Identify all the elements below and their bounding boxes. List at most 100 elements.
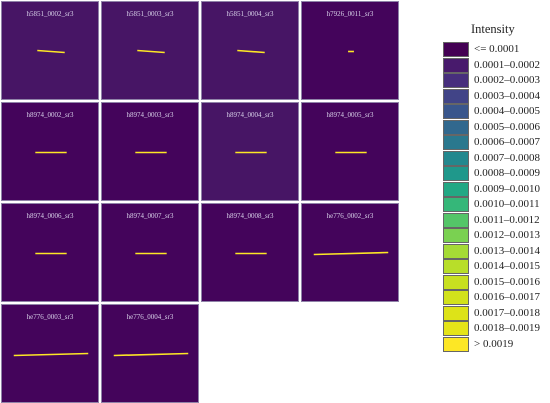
legend-entry: 0.0005–0.0006: [443, 119, 550, 135]
legend-entry: 0.0016–0.0017: [443, 290, 550, 305]
heatmap-panel-h5851-0002-sr3: h5851_0002_sr3: [1, 1, 99, 100]
legend-entry: 0.0018–0.0019: [443, 321, 550, 336]
panel-plot: [135, 252, 167, 255]
legend-swatch: [443, 119, 469, 135]
legend-label: > 0.0019: [474, 337, 514, 350]
panel-plot: [135, 151, 167, 154]
legend-swatch: [443, 305, 469, 321]
legend-label: 0.0016–0.0017: [474, 291, 540, 303]
legend-swatch: [443, 228, 469, 243]
legend-swatch: [443, 212, 469, 228]
legend-swatch: [443, 57, 469, 73]
panel-label: h8974_0004_sr3: [226, 111, 274, 119]
panel-plot: [235, 151, 267, 154]
heatmap-panel-he776-0003-sr3: he776_0003_sr3: [1, 304, 99, 403]
legend-label: 0.0014–0.0015: [474, 260, 540, 272]
legend-swatch: [443, 150, 469, 166]
panel-plot: [137, 49, 165, 54]
legend-entry: 0.0009–0.0010: [443, 181, 550, 197]
legend-entry: 0.0002–0.0003: [443, 73, 550, 88]
heatmap-grid: h5851_0002_sr3 h5851_0003_sr3 h5851_0004_s…: [1, 1, 399, 403]
heatmap-panel-h8974-0004-sr3: h8974_0004_sr3: [201, 102, 299, 201]
legend-entry: 0.0004–0.0005: [443, 104, 550, 119]
panel-plot: [348, 50, 354, 53]
panel-label: he776_0003_sr3: [26, 313, 74, 321]
legend-label: 0.0006–0.0007: [474, 136, 540, 148]
legend-entry: 0.0011–0.0012: [443, 212, 550, 228]
legend-entry: 0.0010–0.0011: [443, 197, 550, 212]
legend-label: 0.0011–0.0012: [474, 213, 540, 226]
legend-label: 0.0007–0.0008: [474, 151, 540, 164]
legend-swatch: [443, 290, 469, 305]
panel-plot: [313, 251, 389, 256]
heatmap-panel-h8974-0003-sr3: h8974_0003_sr3: [101, 102, 199, 201]
intensity-streak: [137, 49, 165, 54]
legend-label: 0.0004–0.0005: [474, 105, 540, 117]
legend-entry: <= 0.0001: [443, 42, 550, 57]
legend-label: <= 0.0001: [474, 43, 520, 55]
panel-label: h8974_0003_sr3: [126, 111, 174, 119]
heatmap-panel-h8974-0008-sr3: h8974_0008_sr3: [201, 203, 299, 302]
legend-label: 0.0017–0.0018: [474, 306, 540, 319]
legend-entry: 0.0012–0.0013: [443, 228, 550, 243]
intensity-streak: [113, 352, 189, 357]
panel-plot: [335, 151, 367, 154]
panel-plot: [113, 352, 189, 357]
panel-plot: [237, 49, 265, 54]
legend-title: Intensity: [471, 22, 515, 36]
legend-entry: 0.0015–0.0016: [443, 274, 550, 290]
intensity-legend: Intensity <= 0.0001 0.0001–0.0002 0.0002–0…: [443, 22, 550, 382]
legend-swatch: [443, 243, 469, 259]
panel-plot: [235, 252, 267, 255]
legend-label: 0.0018–0.0019: [474, 322, 540, 334]
legend-label: 0.0012–0.0013: [474, 229, 540, 241]
legend-label: 0.0003–0.0004: [474, 89, 540, 102]
legend-entry: 0.0006–0.0007: [443, 135, 550, 150]
legend-label: 0.0002–0.0003: [474, 74, 540, 86]
legend-swatch: [443, 42, 469, 57]
panel-label: h7926_0011_sr3: [326, 10, 374, 18]
legend-entry: 0.0007–0.0008: [443, 150, 550, 166]
panel-label: h8974_0005_sr3: [326, 111, 374, 119]
panel-plot: [37, 49, 65, 54]
legend-swatch: [443, 135, 469, 150]
panel-plot: [13, 352, 89, 357]
panel-plot: [35, 151, 67, 154]
legend-swatch: [443, 259, 469, 274]
intensity-streak: [237, 49, 265, 54]
legend-swatch: [443, 73, 469, 88]
legend-label: 0.0015–0.0016: [474, 275, 540, 288]
legend-entry: 0.0001–0.0002: [443, 57, 550, 73]
panel-label: h5851_0002_sr3: [26, 10, 74, 18]
legend-swatch: [443, 197, 469, 212]
panel-label: he776_0002_sr3: [326, 212, 374, 220]
legend-swatch: [443, 321, 469, 336]
panel-label: h8974_0002_sr3: [26, 111, 74, 119]
legend-swatch: [443, 274, 469, 290]
legend-label: 0.0010–0.0011: [474, 198, 540, 210]
intensity-streak: [13, 352, 89, 357]
legend-label: 0.0013–0.0014: [474, 244, 540, 257]
intensity-streak: [37, 49, 65, 54]
panel-label: h8974_0008_sr3: [226, 212, 274, 220]
panel-label: h5851_0004_sr3: [226, 10, 274, 18]
heatmap-panel-h5851-0003-sr3: h5851_0003_sr3: [101, 1, 199, 100]
heatmap-panel-he776-0002-sr3: he776_0002_sr3: [301, 203, 399, 302]
heatmap-panel-h7926-0011-sr3: h7926_0011_sr3: [301, 1, 399, 100]
legend-swatch: [443, 336, 469, 352]
heatmap-panel-h8974-0005-sr3: h8974_0005_sr3: [301, 102, 399, 201]
legend-swatch: [443, 181, 469, 197]
legend-entry: 0.0017–0.0018: [443, 305, 550, 321]
legend-entry: 0.0013–0.0014: [443, 243, 550, 259]
legend-entry: > 0.0019: [443, 336, 550, 352]
heatmap-panel-h8974-0002-sr3: h8974_0002_sr3: [1, 102, 99, 201]
panel-label: he776_0004_sr3: [126, 313, 174, 321]
legend-swatch: [443, 166, 469, 181]
intensity-streak: [313, 251, 389, 256]
legend-label: 0.0009–0.0010: [474, 182, 540, 195]
legend-swatch: [443, 104, 469, 119]
heatmap-panel-h8974-0007-sr3: h8974_0007_sr3: [101, 203, 199, 302]
panel-label: h8974_0006_sr3: [26, 212, 74, 220]
legend-entry: 0.0003–0.0004: [443, 88, 550, 104]
heatmap-panel-h8974-0006-sr3: h8974_0006_sr3: [1, 203, 99, 302]
